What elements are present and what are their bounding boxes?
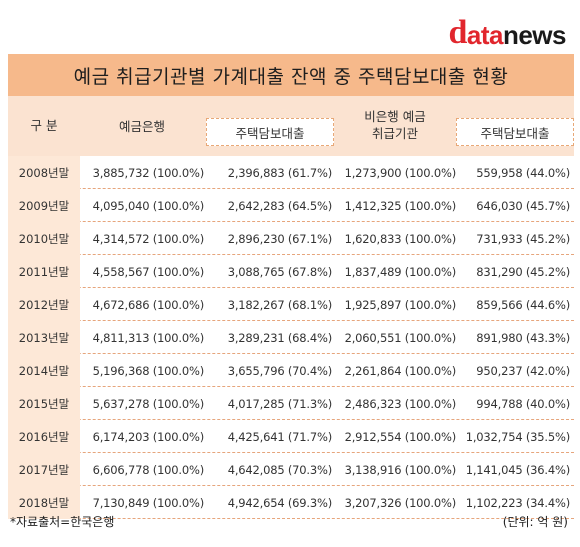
cell-non-bank-mortgage: 646,030 (45.7%)	[476, 198, 570, 213]
table-row: 2012년말 4,672,686 (100.0%) 3,182,267 (68.1%…	[8, 288, 574, 321]
row-year: 2016년말	[8, 420, 80, 453]
page-title: 예금 취급기관별 가계대출 잔액 중 주택담보대출 현황	[73, 65, 509, 88]
row-year: 2015년말	[8, 387, 80, 420]
title-banner: 예금 취급기관별 가계대출 잔액 중 주택담보대출 현황	[8, 54, 574, 96]
table-row: 2011년말 4,558,567 (100.0%) 3,088,765 (67.8%…	[8, 255, 574, 288]
cell-non-bank: 1,273,900 (100.0%)	[344, 165, 457, 180]
cell-non-bank: 1,620,833 (100.0%)	[344, 231, 457, 246]
source-note: *자료출처=한국은행	[10, 515, 115, 529]
header-deposit-bank: 예금은행	[118, 119, 165, 134]
cell-deposit-bank-mortgage: 3,182,267 (68.1%)	[227, 297, 332, 312]
cell-non-bank-mortgage: 831,290 (45.2%)	[476, 264, 570, 279]
header-division: 구 분	[30, 118, 58, 133]
cell-deposit-bank-mortgage: 2,896,230 (67.1%)	[227, 231, 332, 246]
row-year: 2010년말	[8, 222, 80, 255]
cell-deposit-bank-mortgage: 4,642,085 (70.3%)	[227, 462, 332, 477]
row-year: 2013년말	[8, 321, 80, 354]
logo-news: news	[502, 20, 567, 50]
table-header: 구 분 예금은행 주택담보대출 비은행 예금 취급기관 주택담보대출	[8, 96, 574, 156]
row-year: 2009년말	[8, 189, 80, 222]
logo-letter-d: d	[448, 14, 467, 51]
cell-deposit-bank-mortgage: 2,396,883 (61.7%)	[227, 165, 332, 180]
table-row: 2013년말 4,811,313 (100.0%) 3,289,231 (68.4%…	[8, 321, 574, 354]
cell-non-bank-mortgage: 994,788 (40.0%)	[476, 396, 570, 411]
cell-non-bank-mortgage: 891,980 (43.3%)	[476, 330, 570, 345]
cell-non-bank-mortgage: 559,958 (44.0%)	[476, 165, 570, 180]
table-body: 2008년말 3,885,732 (100.0%) 2,396,883 (61.7%…	[8, 156, 574, 519]
cell-non-bank-mortgage: 1,032,754 (35.5%)	[465, 429, 570, 444]
row-year: 2012년말	[8, 288, 80, 321]
table-row: 2017년말 6,606,778 (100.0%) 4,642,085 (70.3%…	[8, 453, 574, 486]
header-non-bank: 비은행 예금 취급기관	[334, 108, 456, 142]
cell-non-bank: 2,912,554 (100.0%)	[344, 429, 457, 444]
datanews-logo: d ata news	[448, 10, 567, 51]
table-row: 2015년말 5,637,278 (100.0%) 4,017,285 (71.3%…	[8, 387, 574, 420]
cell-non-bank: 2,486,323 (100.0%)	[344, 396, 457, 411]
table-row: 2008년말 3,885,732 (100.0%) 2,396,883 (61.7%…	[8, 156, 574, 189]
unit-note: (단위: 억 원)	[502, 515, 568, 529]
cell-deposit-bank-mortgage: 3,088,765 (67.8%)	[227, 264, 332, 279]
cell-deposit-bank: 4,095,040 (100.0%)	[92, 198, 205, 213]
header-non-bank-line2: 취급기관	[371, 126, 418, 141]
cell-non-bank: 1,837,489 (100.0%)	[344, 264, 457, 279]
cell-deposit-bank-mortgage: 3,289,231 (68.4%)	[227, 330, 332, 345]
header-non-bank-mortgage: 주택담보대출	[456, 118, 574, 146]
cell-non-bank-mortgage: 1,141,045 (36.4%)	[465, 462, 570, 477]
row-year: 2017년말	[8, 453, 80, 486]
row-year: 2008년말	[8, 156, 80, 189]
cell-deposit-bank-mortgage: 4,017,285 (71.3%)	[227, 396, 332, 411]
header-non-bank-line1: 비은행 예금	[364, 109, 426, 124]
cell-deposit-bank-mortgage: 4,942,654 (69.3%)	[227, 495, 332, 510]
mortgage-table: 구 분 예금은행 주택담보대출 비은행 예금 취급기관 주택담보대출 2008년…	[8, 96, 574, 519]
table-row: 2014년말 5,196,368 (100.0%) 3,655,796 (70.4%…	[8, 354, 574, 387]
cell-non-bank: 2,261,864 (100.0%)	[344, 363, 457, 378]
cell-deposit-bank: 4,314,572 (100.0%)	[92, 231, 205, 246]
cell-deposit-bank-mortgage: 2,642,283 (64.5%)	[227, 198, 332, 213]
cell-deposit-bank-mortgage: 4,425,641 (71.7%)	[227, 429, 332, 444]
cell-deposit-bank: 4,672,686 (100.0%)	[92, 297, 205, 312]
cell-deposit-bank: 7,130,849 (100.0%)	[92, 495, 205, 510]
cell-non-bank-mortgage: 859,566 (44.6%)	[476, 297, 570, 312]
row-year: 2011년말	[8, 255, 80, 288]
cell-deposit-bank: 4,558,567 (100.0%)	[92, 264, 205, 279]
cell-non-bank: 1,412,325 (100.0%)	[344, 198, 457, 213]
table-row: 2018년말 7,130,849 (100.0%) 4,942,654 (69.3%…	[8, 486, 574, 519]
cell-non-bank: 2,060,551 (100.0%)	[344, 330, 457, 345]
cell-deposit-bank-mortgage: 3,655,796 (70.4%)	[227, 363, 332, 378]
cell-deposit-bank: 6,174,203 (100.0%)	[92, 429, 205, 444]
cell-deposit-bank: 4,811,313 (100.0%)	[92, 330, 205, 345]
cell-deposit-bank: 5,637,278 (100.0%)	[92, 396, 205, 411]
header-deposit-bank-mortgage: 주택담보대출	[206, 118, 334, 146]
cell-non-bank: 3,207,326 (100.0%)	[344, 495, 457, 510]
cell-deposit-bank: 3,885,732 (100.0%)	[92, 165, 205, 180]
cell-non-bank-mortgage: 1,102,223 (34.4%)	[465, 495, 570, 510]
row-year: 2018년말	[8, 486, 80, 519]
cell-deposit-bank: 6,606,778 (100.0%)	[92, 462, 205, 477]
table-row: 2009년말 4,095,040 (100.0%) 2,642,283 (64.5%…	[8, 189, 574, 222]
cell-deposit-bank: 5,196,368 (100.0%)	[92, 363, 205, 378]
cell-non-bank-mortgage: 950,237 (42.0%)	[476, 363, 570, 378]
table-row: 2010년말 4,314,572 (100.0%) 2,896,230 (67.1%…	[8, 222, 574, 255]
cell-non-bank: 3,138,916 (100.0%)	[344, 462, 457, 477]
table-row: 2016년말 6,174,203 (100.0%) 4,425,641 (71.7%…	[8, 420, 574, 453]
row-year: 2014년말	[8, 354, 80, 387]
cell-non-bank-mortgage: 731,933 (45.2%)	[476, 231, 570, 246]
logo-ata: ata	[466, 20, 504, 50]
cell-non-bank: 1,925,897 (100.0%)	[344, 297, 457, 312]
